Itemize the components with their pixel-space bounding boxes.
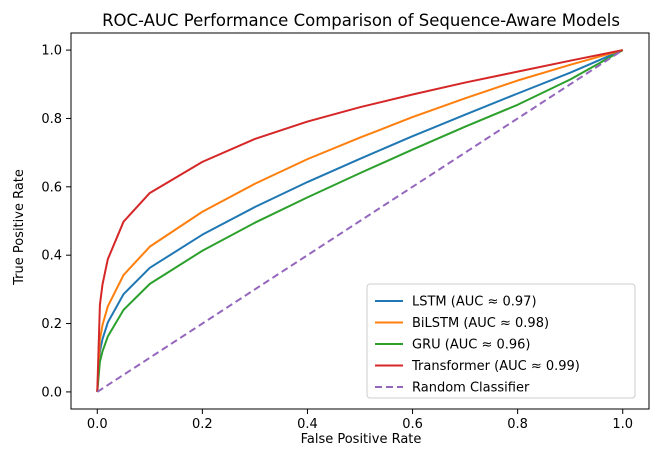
series-line-4 xyxy=(96,49,624,393)
chart-title: ROC-AUC Performance Comparison of Sequen… xyxy=(102,11,620,30)
legend-label-0: LSTM (AUC ≈ 0.97) xyxy=(412,295,537,310)
legend: LSTM (AUC ≈ 0.97) BiLSTM (AUC ≈ 0.98) GRU … xyxy=(366,283,636,399)
legend-label-1: BiLSTM (AUC ≈ 0.98) xyxy=(412,316,549,331)
y-tick-label-5: 1.0 xyxy=(41,44,62,59)
x-tick-label-0: 0.0 xyxy=(87,417,108,432)
legend-label-3: Transformer (AUC ≈ 0.99) xyxy=(411,359,580,374)
legend-label-4: Random Classifier xyxy=(412,381,530,396)
y-tick-label-3: 0.6 xyxy=(41,180,62,195)
plot-area: 0.0 0.2 0.4 0.6 0.8 1.0 0.0 0.2 0.4 0.6 0.8 1.0 xyxy=(41,32,650,432)
y-axis-label: True Positive Rate xyxy=(12,169,27,286)
axes-frame xyxy=(70,32,650,410)
series-line-3 xyxy=(96,49,623,392)
legend-label-2: GRU (AUC ≈ 0.96) xyxy=(412,338,531,353)
series-line-0 xyxy=(96,49,624,392)
x-tick-label-3: 0.6 xyxy=(402,417,423,432)
x-tick-label-5: 1.0 xyxy=(612,417,633,432)
x-axis-label: False Positive Rate xyxy=(301,432,422,447)
legend-box xyxy=(366,283,636,399)
y-tick-label-0: 0.0 xyxy=(41,385,62,400)
x-tick-label-2: 0.4 xyxy=(297,417,318,432)
series-line-1 xyxy=(96,49,623,392)
y-tick-label-1: 0.2 xyxy=(41,317,62,332)
x-tick-label-1: 0.2 xyxy=(192,417,213,432)
y-tick-label-2: 0.4 xyxy=(41,249,62,264)
y-tick-label-4: 0.8 xyxy=(41,112,62,127)
x-tick-label-4: 0.8 xyxy=(507,417,528,432)
series-line-2 xyxy=(96,49,624,392)
